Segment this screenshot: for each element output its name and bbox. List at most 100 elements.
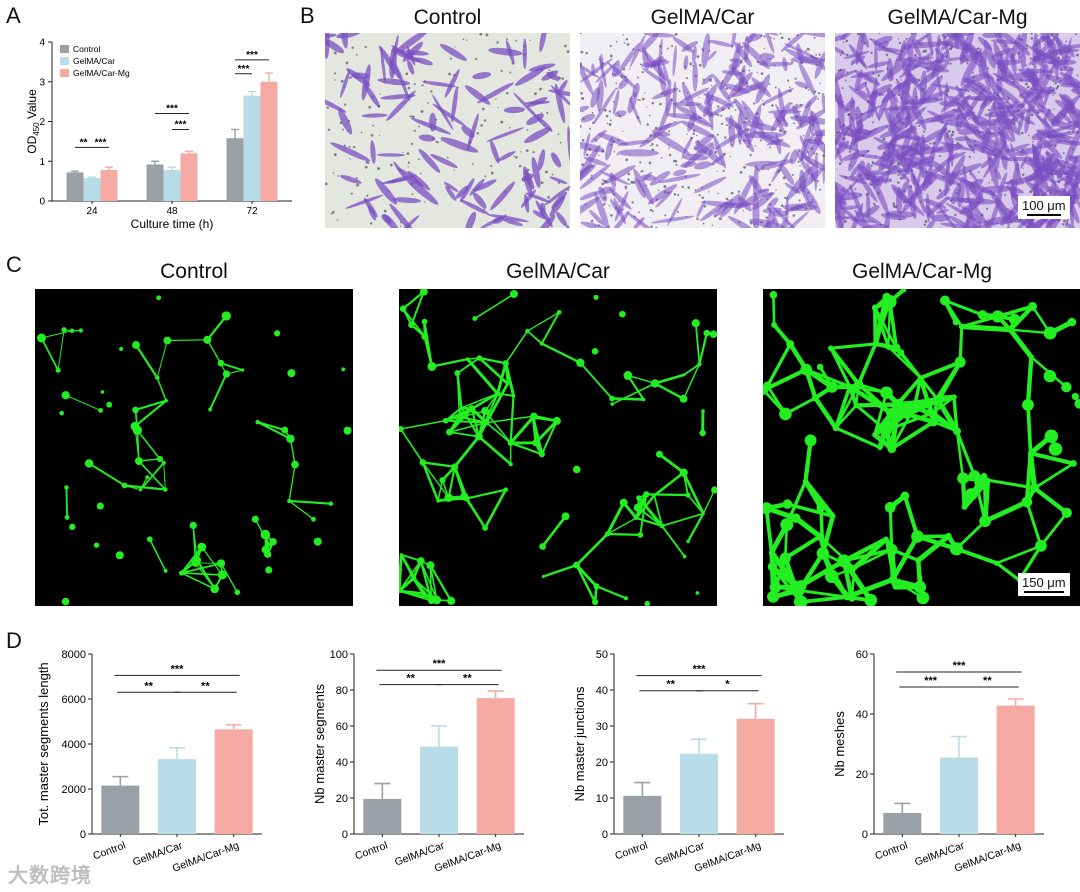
x-axis-label: Culture time (h) xyxy=(131,217,214,231)
vessel-junction xyxy=(619,498,628,507)
vessel-junction xyxy=(427,361,437,371)
stained-cell xyxy=(914,142,931,151)
vessel-junction xyxy=(98,408,104,413)
stained-cell xyxy=(1046,33,1062,47)
stain-dot xyxy=(658,189,660,192)
vessel-junction xyxy=(679,394,688,403)
stain-dot xyxy=(513,155,515,157)
stained-cell xyxy=(839,33,853,41)
vessel-junction xyxy=(472,316,478,322)
vessel-segment xyxy=(856,343,878,385)
vessel-segment xyxy=(575,564,598,588)
vessel-junction xyxy=(1044,429,1059,443)
vessel-segment xyxy=(627,374,656,385)
stain-dot xyxy=(972,71,974,74)
stained-cell xyxy=(969,97,994,102)
stained-cell xyxy=(1017,88,1031,96)
stain-dot xyxy=(580,91,583,95)
panel-label-d: D xyxy=(6,628,22,653)
vessel-junction xyxy=(953,427,961,436)
vessel-junction xyxy=(251,515,259,523)
vessel-junction xyxy=(791,513,801,523)
stain-dot xyxy=(668,130,671,132)
stain-dot xyxy=(495,98,497,100)
stain-dot xyxy=(629,68,631,70)
vessel-junction xyxy=(421,318,428,325)
vessel-junction xyxy=(832,424,839,432)
stained-cell xyxy=(731,81,765,98)
vessel-segment xyxy=(653,471,685,497)
stained-cell xyxy=(729,58,743,63)
vessel-junction xyxy=(929,409,937,417)
stain-dot xyxy=(765,216,768,219)
vessel-junction xyxy=(1043,369,1057,383)
stained-cell xyxy=(794,81,809,89)
vessel-junction xyxy=(132,341,141,349)
stain-dot xyxy=(716,170,718,172)
vessel-junction xyxy=(69,328,75,334)
stained-cell xyxy=(792,105,803,126)
vessel-junction xyxy=(37,333,46,343)
stained-cell xyxy=(714,198,733,217)
stained-cell xyxy=(850,165,860,177)
stain-dot xyxy=(529,39,531,42)
vessel-junction xyxy=(911,530,924,543)
stained-cell xyxy=(835,83,847,111)
stained-cell xyxy=(870,174,890,215)
stain-dot xyxy=(548,69,551,71)
stained-cell xyxy=(969,181,996,196)
stain-dot xyxy=(938,189,942,192)
stain-dot xyxy=(844,79,847,82)
scale-bar-b-label: 100 μm xyxy=(1022,198,1066,213)
stained-cell xyxy=(345,194,384,209)
vessel-junction xyxy=(508,462,513,467)
stained-cell xyxy=(465,211,477,228)
vessel-junction xyxy=(576,358,585,367)
vessel-junction xyxy=(459,406,463,410)
panel-label-b: B xyxy=(300,3,315,28)
stain-dot xyxy=(566,225,570,228)
vessel-segment xyxy=(400,428,424,463)
vessel-segment xyxy=(607,532,641,536)
stained-cell xyxy=(861,224,890,228)
vessel-segment xyxy=(834,404,858,429)
stain-dot xyxy=(1054,82,1057,85)
y-tick-label: 2 xyxy=(39,117,45,128)
vessel-junction xyxy=(854,379,864,389)
stained-cell xyxy=(960,33,975,65)
stained-cell xyxy=(758,218,775,228)
stain-dot xyxy=(677,210,680,213)
stain-dot xyxy=(656,144,659,147)
vessel-junction xyxy=(965,488,978,501)
vessel-segment xyxy=(429,565,438,601)
stain-dot xyxy=(419,172,422,175)
stain-dot xyxy=(1055,87,1058,90)
stain-dot xyxy=(929,142,932,145)
stained-cell xyxy=(472,72,492,80)
stained-cell xyxy=(727,216,761,228)
stain-dot xyxy=(484,175,487,178)
stain-dot xyxy=(817,98,820,100)
stain-dot xyxy=(337,175,340,177)
stain-dot xyxy=(741,45,744,49)
stained-cell xyxy=(1010,33,1021,61)
x-tick-label: Control xyxy=(873,840,909,863)
stained-cell xyxy=(991,33,1015,63)
vessel-segment xyxy=(772,323,792,346)
stain-dot xyxy=(490,164,493,167)
vessel-junction xyxy=(888,575,897,584)
stained-cell xyxy=(752,164,759,195)
stain-dot xyxy=(710,84,713,87)
vessel-junction xyxy=(816,547,829,560)
vessel-segment xyxy=(135,344,159,379)
stain-dot xyxy=(845,53,849,57)
stain-dot xyxy=(1022,173,1025,176)
stain-dot xyxy=(352,146,356,149)
vessel-segment xyxy=(402,290,425,310)
vessel-segment xyxy=(456,357,480,374)
stained-cell xyxy=(532,210,546,219)
stained-cell xyxy=(525,192,552,203)
vessel-junction xyxy=(637,532,644,538)
stain-dot xyxy=(605,109,608,111)
stain-dot xyxy=(759,139,762,142)
